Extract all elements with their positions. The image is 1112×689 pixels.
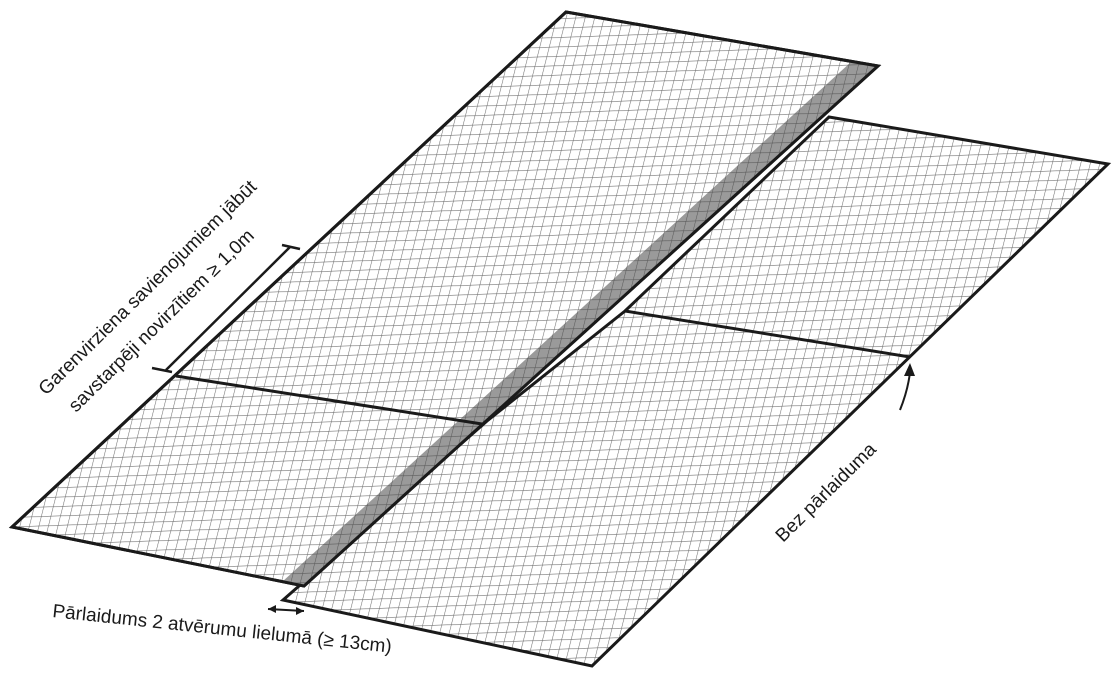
- overlap-band: [282, 62, 878, 586]
- overlap-arrow-head-left: [268, 605, 276, 613]
- overlap-dimension-arrow: [267, 605, 305, 615]
- bracket-line: [165, 246, 291, 371]
- left-geogrid-strip: [8, 10, 882, 588]
- left-strip-outline: [8, 10, 882, 588]
- right-geogrid-strip: [279, 115, 1112, 668]
- right-strip-transverse-joint: [624, 309, 911, 359]
- joint-offset-bracket: [151, 243, 301, 374]
- left-strip-transverse-joint: [175, 374, 483, 426]
- no-overlap-arrow-head: [904, 363, 915, 376]
- bracket-top-tick: [281, 243, 301, 251]
- no-overlap-arrow: [899, 363, 915, 411]
- overlap-arrow-head-right: [296, 607, 304, 615]
- bracket-bottom-tick: [151, 366, 173, 374]
- no-overlap-arrow-line: [899, 371, 911, 411]
